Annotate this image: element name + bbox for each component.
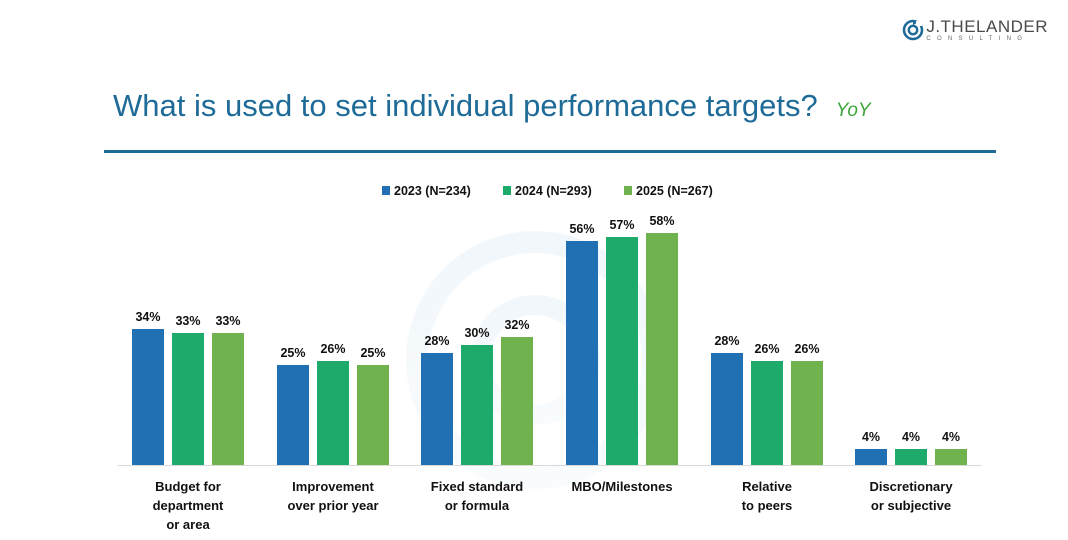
category-label-4: Relative to peers xyxy=(742,479,793,513)
value-label-0-1: 33% xyxy=(175,314,200,328)
bar-2-2 xyxy=(501,337,533,465)
swirl-logo-icon xyxy=(903,19,924,41)
legend-swatch-2 xyxy=(624,186,632,195)
value-label-3-0: 56% xyxy=(569,222,594,236)
title-row: What is used to set individual performan… xyxy=(113,88,871,124)
bar-4-2 xyxy=(791,361,823,465)
legend-swatch-0 xyxy=(382,186,390,195)
bar-0-1 xyxy=(172,333,204,465)
value-label-4-1: 26% xyxy=(754,342,779,356)
category-label-3: MBO/Milestones xyxy=(571,479,672,494)
bars-group: 34% 33% 33% 25% 26% 25% 28% 30% 32% 56% 57% 58% 28% 2… xyxy=(132,214,967,465)
value-label-1-0: 25% xyxy=(280,346,305,360)
value-label-0-0: 34% xyxy=(135,310,160,324)
value-label-4-0: 28% xyxy=(714,334,739,348)
value-label-1-2: 25% xyxy=(360,346,385,360)
bar-0-0 xyxy=(132,329,164,465)
bar-2-1 xyxy=(461,345,493,465)
title-divider xyxy=(104,150,996,153)
bar-4-1 xyxy=(751,361,783,465)
category-labels: Budget for department or area Improvement ov… xyxy=(153,479,954,532)
legend-label-0: 2023 (N=234) xyxy=(394,184,471,198)
bar-1-0 xyxy=(277,365,309,465)
value-label-0-2: 33% xyxy=(215,314,240,328)
bar-3-1 xyxy=(606,237,638,465)
legend: 2023 (N=234) 2024 (N=293) 2025 (N=267) xyxy=(382,184,713,198)
legend-swatch-1 xyxy=(503,186,511,195)
bar-5-1 xyxy=(895,449,927,465)
bar-3-2 xyxy=(646,233,678,465)
value-label-4-2: 26% xyxy=(794,342,819,356)
value-label-1-1: 26% xyxy=(320,342,345,356)
bar-1-2 xyxy=(357,365,389,465)
value-label-5-2: 4% xyxy=(942,430,960,444)
value-label-5-0: 4% xyxy=(862,430,880,444)
value-label-5-1: 4% xyxy=(902,430,920,444)
bar-0-2 xyxy=(212,333,244,465)
page-title: What is used to set individual performan… xyxy=(113,88,818,123)
value-label-2-1: 30% xyxy=(464,326,489,340)
bar-5-2 xyxy=(935,449,967,465)
yoy-tag: YoY xyxy=(835,100,871,121)
category-label-5: Discretionary or subjective xyxy=(869,479,953,513)
value-label-2-2: 32% xyxy=(504,318,529,332)
bar-4-0 xyxy=(711,353,743,465)
value-label-3-1: 57% xyxy=(609,218,634,232)
brand-logo: J.THELANDER CONSULTING xyxy=(902,18,1048,42)
category-label-2: Fixed standard or formula xyxy=(431,479,524,513)
bar-5-0 xyxy=(855,449,887,465)
value-label-2-0: 28% xyxy=(424,334,449,348)
brand-name: J.THELANDER xyxy=(926,17,1048,36)
category-label-1: Improvement over prior year xyxy=(287,479,378,513)
legend-label-1: 2024 (N=293) xyxy=(515,184,592,198)
bar-2-0 xyxy=(421,353,453,465)
brand-tagline: CONSULTING xyxy=(926,36,1029,42)
category-label-0: Budget for department or area xyxy=(153,479,224,532)
bar-1-1 xyxy=(317,361,349,465)
bar-3-0 xyxy=(566,241,598,465)
value-label-3-2: 58% xyxy=(649,214,674,228)
legend-label-2: 2025 (N=267) xyxy=(636,184,713,198)
